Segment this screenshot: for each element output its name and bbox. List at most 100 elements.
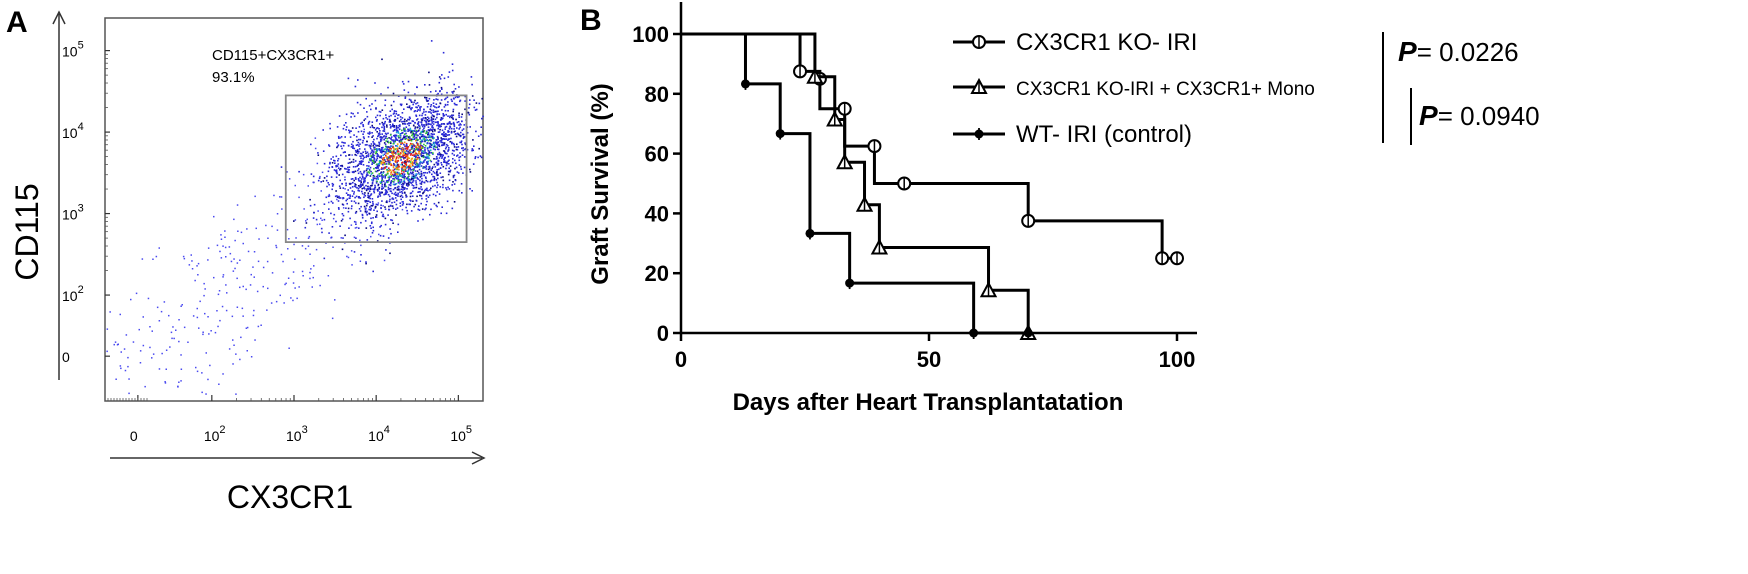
flow-event: [410, 138, 413, 141]
flow-event: [383, 153, 386, 156]
flow-event: [319, 175, 321, 178]
flow-event: [377, 178, 379, 180]
flow-event: [437, 131, 440, 133]
flow-event: [456, 104, 458, 106]
flow-event: [262, 285, 264, 288]
flow-event: [441, 123, 443, 125]
flow-event: [377, 163, 380, 165]
flow-event: [390, 173, 392, 176]
flow-event: [405, 164, 407, 166]
flow-event: [354, 165, 357, 168]
flow-event: [276, 229, 279, 231]
flow-event: [438, 151, 441, 154]
flow-event: [394, 194, 397, 196]
flow-event: [414, 187, 416, 189]
flow-event: [350, 178, 353, 180]
flow-event: [250, 356, 253, 358]
flow-event: [400, 139, 403, 141]
flow-event: [435, 103, 438, 105]
flow-event: [401, 129, 403, 132]
flow-event: [436, 110, 438, 113]
flow-event: [366, 115, 369, 118]
flow-event: [385, 174, 388, 176]
flow-event: [348, 158, 351, 160]
flow-event: [443, 132, 445, 134]
flow-event: [353, 147, 356, 150]
flow-event: [395, 203, 398, 206]
flow-event: [321, 219, 323, 221]
flow-event: [423, 155, 425, 158]
flow-event: [294, 184, 296, 187]
km-series-0: [681, 32, 1184, 266]
flow-event: [347, 171, 350, 174]
flow-event: [397, 136, 400, 139]
flow-event: [417, 150, 420, 153]
flow-event: [413, 138, 416, 140]
flow-event: [433, 137, 435, 139]
flow-event: [419, 182, 422, 185]
flow-event: [430, 169, 433, 171]
flow-event: [420, 183, 423, 185]
flow-event: [418, 125, 421, 127]
flow-event: [382, 175, 384, 177]
flow-event: [416, 138, 418, 141]
flow-event: [396, 186, 399, 189]
flow-event: [451, 207, 454, 210]
flow-event: [349, 217, 351, 220]
flow-event: [323, 203, 326, 205]
flow-event: [350, 112, 353, 114]
flow-event: [450, 98, 453, 101]
flow-event: [399, 139, 402, 141]
flow-event: [403, 127, 405, 129]
flow-event: [233, 344, 235, 346]
flow-event: [198, 327, 200, 329]
flow-event: [456, 143, 458, 145]
flow-event: [357, 150, 360, 153]
flow-event: [433, 99, 435, 101]
flow-event: [448, 147, 450, 149]
flow-event: [350, 146, 353, 148]
flow-event: [453, 150, 455, 152]
flow-event: [279, 196, 281, 198]
flow-event: [440, 141, 442, 144]
flow-event: [374, 167, 377, 169]
flow-event: [363, 196, 365, 199]
flow-event: [427, 111, 430, 113]
flow-event: [424, 159, 426, 161]
flow-event: [352, 158, 355, 161]
flow-event: [435, 90, 437, 92]
flow-event: [388, 156, 391, 158]
flow-event: [452, 97, 455, 100]
flow-event: [388, 161, 391, 164]
flow-event: [194, 279, 196, 282]
flow-event: [380, 192, 382, 194]
flow-event: [375, 182, 378, 184]
flow-event: [225, 256, 227, 258]
flow-event: [384, 192, 387, 194]
flow-event: [453, 128, 455, 130]
flow-event: [365, 261, 367, 263]
flow-event: [365, 262, 367, 265]
flow-event: [413, 135, 415, 137]
flow-event: [416, 153, 419, 156]
flow-event: [222, 373, 224, 375]
flow-event: [354, 227, 357, 229]
flow-event: [400, 198, 402, 201]
flow-event: [420, 154, 422, 156]
flow-event: [454, 103, 457, 106]
flow-event: [222, 245, 224, 247]
flow-event: [402, 154, 405, 157]
flow-event: [390, 126, 392, 128]
flow-event: [392, 166, 395, 169]
flow-event: [344, 151, 346, 153]
flow-event: [368, 120, 371, 123]
flow-event: [328, 208, 330, 210]
flow-event: [370, 145, 372, 147]
flow-event: [444, 109, 447, 112]
flow-event: [394, 120, 396, 122]
flow-event: [353, 251, 356, 253]
flow-event: [375, 120, 378, 122]
flow-event: [401, 168, 403, 170]
flow-event: [440, 86, 443, 89]
flow-event: [364, 144, 367, 146]
